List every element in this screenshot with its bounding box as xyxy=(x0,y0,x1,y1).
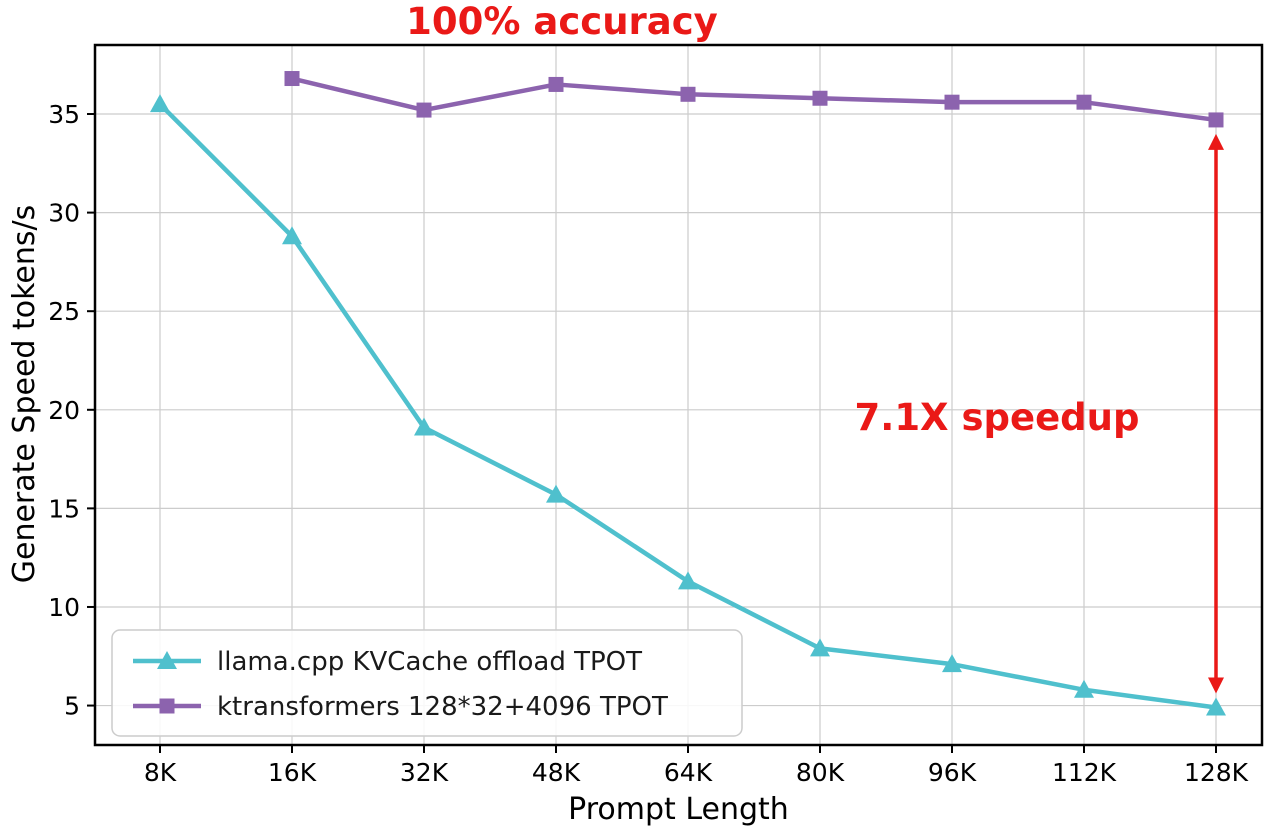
gridlines xyxy=(95,45,1262,745)
y-tick-label: 35 xyxy=(48,100,80,129)
legend: llama.cpp KVCache offload TPOT ktransform… xyxy=(111,629,743,737)
series-line-llama-cpp xyxy=(150,94,1226,716)
x-tick-label: 64K xyxy=(664,758,713,787)
x-tick-label: 128K xyxy=(1184,758,1249,787)
x-tick-label: 80K xyxy=(796,758,845,787)
y-tick-label: 30 xyxy=(48,199,80,228)
legend-item: llama.cpp KVCache offload TPOT xyxy=(133,647,642,677)
y-tick-label: 25 xyxy=(48,297,80,326)
plot-border xyxy=(93,43,1264,747)
y-tick-label: 20 xyxy=(48,396,80,425)
legend-label: llama.cpp KVCache offload TPOT xyxy=(217,647,642,677)
x-tick-label: 32K xyxy=(400,758,449,787)
x-tick-label: 48K xyxy=(532,758,581,787)
speedup-annotation: 7.1X speedup xyxy=(854,396,1140,439)
legend-box xyxy=(111,629,743,737)
speedup-arrow xyxy=(1208,133,1224,694)
legend-item: ktransformers 128*32+4096 TPOT xyxy=(133,692,668,722)
accuracy-annotation: 100% accuracy xyxy=(406,0,718,43)
y-tick-label: 10 xyxy=(48,593,80,622)
x-tick-label: 96K xyxy=(928,758,977,787)
x-tick-label: 16K xyxy=(268,758,317,787)
y-axis: 5 10 15 20 25 30 35 xyxy=(48,100,95,721)
y-tick-label: 15 xyxy=(48,494,80,523)
x-tick-label: 8K xyxy=(144,758,177,787)
y-tick-label: 5 xyxy=(64,692,80,721)
x-axis-title: Prompt Length xyxy=(568,792,789,827)
x-axis: 8K 16K 32K 48K 64K 80K 96K 112K 128K xyxy=(144,745,1249,787)
x-tick-label: 112K xyxy=(1052,758,1117,787)
y-axis-title: Generate Speed tokens/s xyxy=(7,204,42,584)
series-line-ktransformers xyxy=(284,71,1224,128)
legend-label: ktransformers 128*32+4096 TPOT xyxy=(217,692,668,722)
